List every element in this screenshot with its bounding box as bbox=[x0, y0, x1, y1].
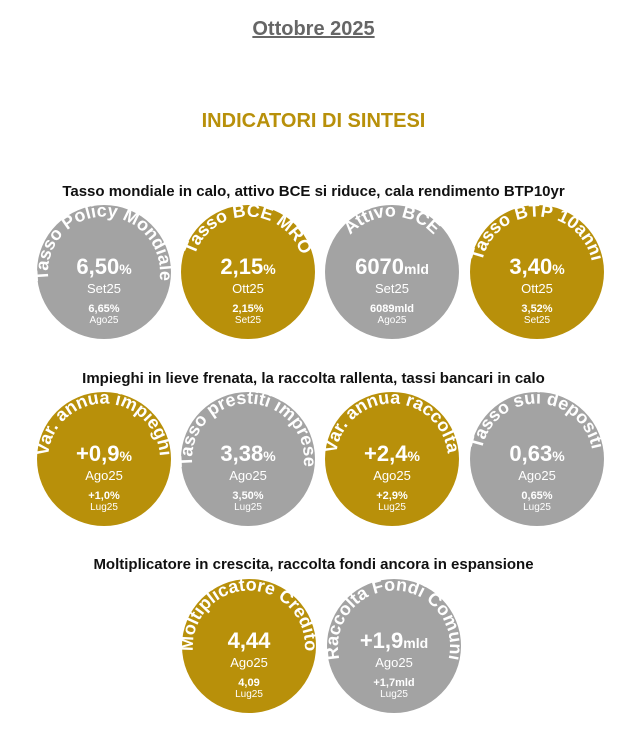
month-heading: Ottobre 2025 bbox=[252, 18, 375, 40]
indicator-circle: Var. annua impieghi +0,9% Ago25 +1,0% Lu… bbox=[35, 390, 173, 528]
indicator-value: +1,9mld bbox=[359, 628, 429, 653]
previous-value: 6089mld bbox=[369, 303, 415, 315]
indicator-value: +0,9% bbox=[76, 441, 132, 466]
indicator-circle: Moltiplicatore Credito 4,44 Ago25 4,09 L… bbox=[180, 577, 318, 715]
indicator-period: Ago25 bbox=[373, 468, 411, 483]
circle-shape: Attivo BCE bbox=[325, 203, 459, 339]
indicator-value: 4,44 bbox=[227, 628, 271, 653]
previous-value: 0,65% bbox=[521, 490, 553, 502]
circle-shape: Var. annua raccolta bbox=[323, 390, 461, 526]
circle-shape: Raccolta Fondi Comuni bbox=[325, 577, 463, 713]
indicator-period: Ago25 bbox=[85, 468, 123, 483]
previous-period: Lug25 bbox=[523, 502, 551, 513]
indicator-period: Set25 bbox=[87, 281, 121, 296]
previous-period: Lug25 bbox=[235, 689, 263, 700]
previous-period: Lug25 bbox=[380, 689, 408, 700]
previous-period: Set25 bbox=[523, 315, 551, 326]
previous-value: +1,0% bbox=[88, 490, 120, 502]
indicator-value: 6070mld bbox=[355, 254, 429, 279]
indicator-circle: Tasso BCE MRO 2,15% Ott25 2,15% Set25 bbox=[179, 203, 317, 341]
section-heading: Tasso mondiale in calo, attivo BCE si ri… bbox=[62, 183, 565, 200]
circle-shape: Tasso BTP 10anni bbox=[468, 203, 606, 339]
section-heading: Moltiplicatore in crescita, raccolta fon… bbox=[93, 556, 534, 573]
circle-shape: Tasso BCE MRO bbox=[180, 203, 316, 339]
indicator-circle: Var. annua raccolta +2,4% Ago25 +2,9% Lu… bbox=[323, 390, 461, 528]
circle-shape: Tasso prestiti imprese bbox=[179, 390, 317, 526]
indicator-value: 3,40% bbox=[509, 254, 565, 279]
indicator-value: 6,50% bbox=[76, 254, 132, 279]
indicator-period: Ago25 bbox=[518, 468, 556, 483]
indicator-circle: Tasso Policy Mondiale 6,50% Set25 6,65% … bbox=[35, 203, 173, 341]
indicator-period: Ott25 bbox=[521, 281, 553, 296]
indicator-value: 2,15% bbox=[220, 254, 276, 279]
previous-period: Set25 bbox=[234, 315, 262, 326]
circle-shape: Tasso sui depositi bbox=[468, 390, 606, 526]
previous-period: Lug25 bbox=[234, 502, 262, 513]
indicator-period: Set25 bbox=[375, 281, 409, 296]
previous-value: +2,9% bbox=[376, 490, 408, 502]
previous-value: 3,52% bbox=[521, 303, 553, 315]
circle-shape: Var. annua impieghi bbox=[35, 390, 173, 526]
indicator-circle: Tasso BTP 10anni 3,40% Ott25 3,52% Set25 bbox=[468, 203, 606, 341]
page-title: INDICATORI DI SINTESI bbox=[201, 110, 426, 132]
previous-value: 2,15% bbox=[232, 303, 264, 315]
section-heading: Impieghi in lieve frenata, la raccolta r… bbox=[82, 370, 545, 387]
indicator-period: Ago25 bbox=[230, 655, 268, 670]
previous-value: +1,7mld bbox=[373, 677, 415, 689]
indicator-circle: Attivo BCE 6070mld Set25 6089mld Ago25 bbox=[323, 203, 461, 341]
indicator-value: 0,63% bbox=[509, 441, 565, 466]
previous-value: 6,65% bbox=[88, 303, 120, 315]
previous-value: 3,50% bbox=[232, 490, 264, 502]
indicator-value: +2,4% bbox=[364, 441, 420, 466]
previous-period: Lug25 bbox=[90, 502, 118, 513]
indicator-period: Ago25 bbox=[229, 468, 267, 483]
indicator-value: 3,38% bbox=[220, 441, 276, 466]
previous-period: Ago25 bbox=[89, 315, 119, 326]
indicator-period: Ago25 bbox=[375, 655, 413, 670]
indicator-circle: Raccolta Fondi Comuni +1,9mld Ago25 +1,7… bbox=[325, 577, 463, 715]
indicator-period: Ott25 bbox=[232, 281, 264, 296]
previous-period: Lug25 bbox=[378, 502, 406, 513]
circle-shape: Moltiplicatore Credito bbox=[180, 577, 318, 713]
previous-value: 4,09 bbox=[238, 677, 260, 689]
indicator-circle: Tasso sui depositi 0,63% Ago25 0,65% Lug… bbox=[468, 390, 606, 528]
indicator-circle: Tasso prestiti imprese 3,38% Ago25 3,50%… bbox=[179, 390, 317, 528]
previous-period: Ago25 bbox=[377, 315, 407, 326]
circle-shape: Tasso Policy Mondiale bbox=[35, 203, 173, 339]
